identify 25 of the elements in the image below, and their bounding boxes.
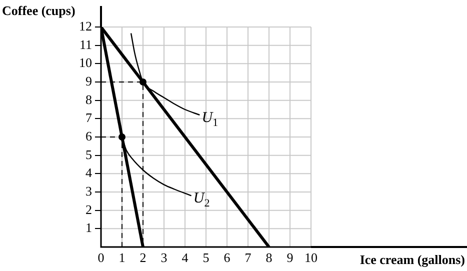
y-tick-label: 2 — [86, 202, 92, 217]
x-axis-title: Ice cream (gallons) — [360, 252, 465, 267]
y-axis-title: Coffee (cups) — [2, 3, 76, 18]
y-tick-label: 1 — [86, 220, 92, 236]
y-tick-label: 11 — [79, 36, 92, 52]
y-tick-label: 8 — [86, 92, 92, 107]
x-tick-label: 2 — [140, 250, 146, 266]
x-tick-label: 10 — [304, 250, 318, 266]
y-tick-label: 7 — [86, 110, 92, 126]
y-tick-label: 4 — [86, 165, 92, 180]
x-tick-label: 5 — [202, 250, 210, 266]
x-tick-label: 9 — [286, 250, 294, 266]
x-tick-label: 7 — [244, 250, 252, 266]
x-tick-label: 1 — [118, 250, 126, 266]
x-tick-label: 0 — [98, 250, 104, 266]
x-tick-label: 3 — [160, 250, 168, 266]
y-tick-label: 9 — [86, 73, 92, 88]
y-tick-label: 12 — [79, 18, 92, 34]
y-tick-label: 5 — [86, 146, 92, 162]
x-tick-label: 6 — [224, 250, 231, 266]
x-tick-label: 8 — [266, 250, 272, 266]
y-tick-label: 3 — [86, 183, 92, 198]
y-tick-label: 6 — [86, 128, 92, 144]
x-tick-label: 4 — [182, 250, 189, 266]
y-tick-label: 10 — [79, 55, 92, 70]
